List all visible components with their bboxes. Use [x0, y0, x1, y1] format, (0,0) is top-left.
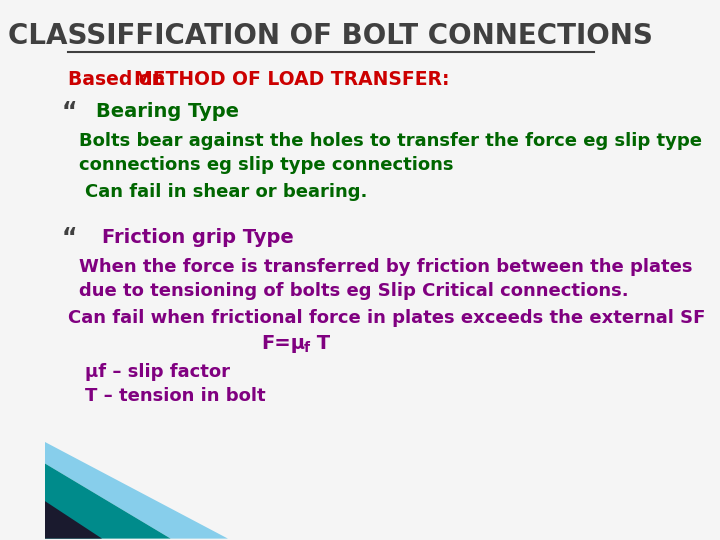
Text: METHOD OF LOAD TRANSFER:: METHOD OF LOAD TRANSFER: — [133, 70, 449, 89]
Text: T: T — [310, 334, 330, 353]
Text: μf – slip factor: μf – slip factor — [85, 363, 230, 381]
Text: “: “ — [62, 226, 78, 250]
Text: Bolts bear against the holes to transfer the force eg slip type: Bolts bear against the holes to transfer… — [79, 132, 702, 150]
Polygon shape — [45, 501, 102, 538]
Polygon shape — [45, 442, 228, 538]
Text: Can fail when frictional force in plates exceeds the external SF: Can fail when frictional force in plates… — [68, 309, 705, 327]
Text: Friction grip Type: Friction grip Type — [102, 228, 294, 247]
Polygon shape — [45, 463, 171, 538]
Text: T – tension in bolt: T – tension in bolt — [85, 387, 266, 405]
Text: F=μ: F=μ — [261, 334, 305, 353]
Text: Based on: Based on — [68, 70, 171, 89]
Text: CLASSIFFICATION OF BOLT CONNECTIONS: CLASSIFFICATION OF BOLT CONNECTIONS — [9, 22, 653, 50]
Text: Bearing Type: Bearing Type — [96, 102, 239, 121]
Text: Can fail in shear or bearing.: Can fail in shear or bearing. — [85, 183, 367, 201]
Text: due to tensioning of bolts eg Slip Critical connections.: due to tensioning of bolts eg Slip Criti… — [79, 282, 629, 300]
Text: f: f — [303, 341, 310, 355]
Text: When the force is transferred by friction between the plates: When the force is transferred by frictio… — [79, 258, 693, 276]
Text: “: “ — [62, 99, 78, 124]
Text: connections eg slip type connections: connections eg slip type connections — [79, 156, 454, 174]
